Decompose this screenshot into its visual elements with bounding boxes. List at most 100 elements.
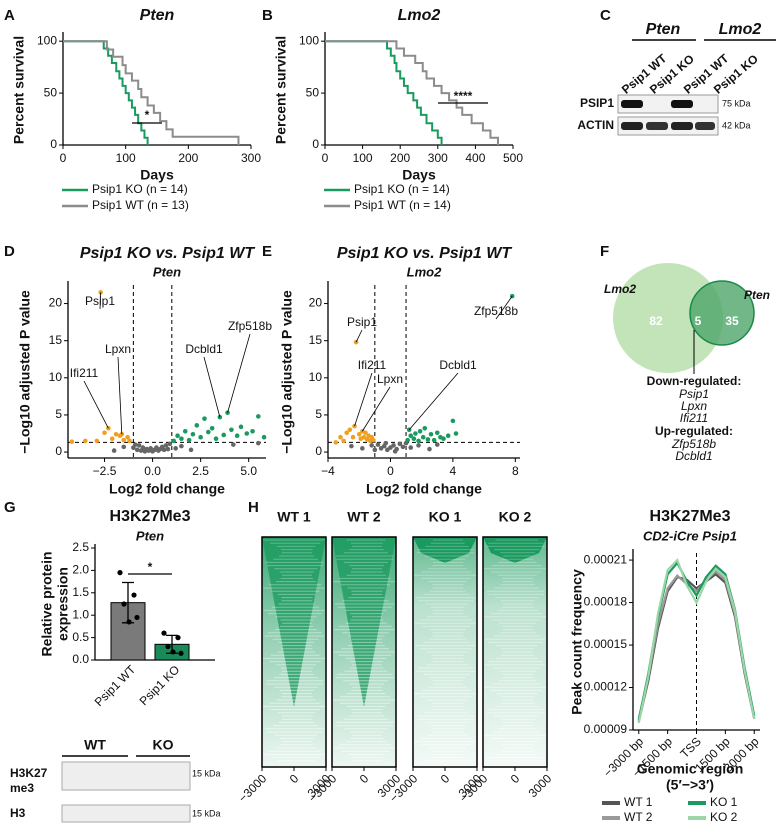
x-axis-label: Genomic region [637, 761, 744, 777]
point [221, 432, 227, 438]
point [163, 443, 169, 448]
venn-count: 5 [695, 314, 702, 328]
x-tick-label: −2.5 [93, 464, 117, 478]
blot-f: WT KO H3K27 me3 H3 15 kDa 15 kDa [10, 737, 221, 823]
y-axis-label: −Log10 adjusted P value [17, 290, 33, 454]
point [434, 430, 440, 436]
blot-group: WT [84, 737, 106, 753]
y-tick-label: 0 [50, 137, 57, 151]
y-tick-label: 0.5 [72, 630, 89, 644]
y-axis-label: Peak count frequency [569, 569, 585, 715]
gene-label: Ifi211 [70, 366, 99, 380]
gene-label: Dcbld1 [185, 342, 223, 356]
panel-letter: H [248, 499, 259, 516]
y-tick-label: 10 [309, 370, 323, 384]
heatmap-tick-label: 3000 [526, 771, 555, 800]
y-tick-label: 15 [309, 333, 323, 347]
x-tick-label: 500 [503, 151, 523, 165]
band [621, 122, 643, 130]
chart-subtitle: Pten [136, 528, 164, 543]
x-tick-label: 5.0 [240, 464, 257, 478]
point [69, 439, 75, 444]
heatmap-label: WT 1 [277, 509, 311, 525]
x-tick-label: 2.5 [192, 464, 209, 478]
y-tick-label: 20 [309, 296, 323, 310]
x-tick-label: 100 [353, 151, 373, 165]
band [671, 122, 693, 130]
point [400, 444, 406, 450]
point [413, 431, 418, 436]
leader-line [83, 380, 109, 429]
band [621, 100, 643, 108]
y-tick-label: 0.00009 [584, 722, 628, 736]
point [416, 443, 421, 448]
blot-strip [617, 94, 719, 114]
x-tick-label: 300 [241, 151, 261, 165]
x-tick-label: 300 [428, 151, 448, 165]
legend-label: Psip1 KO (n = 14) [92, 182, 188, 196]
heatmap-tick-label: 0 [438, 771, 453, 786]
x-tick-label: 200 [178, 151, 198, 165]
x-tick-label: Psip1 WT [92, 662, 139, 709]
venn-gene: Ifi211 [680, 411, 708, 425]
chart-subtitle: Lmo2 [407, 264, 442, 279]
y-tick-label: 0.00015 [584, 637, 628, 651]
series-line [63, 40, 240, 145]
point [427, 446, 432, 452]
blot-strip [61, 804, 191, 823]
series-line [63, 40, 149, 145]
point [408, 433, 414, 439]
blot-group: KO [153, 737, 174, 753]
y-tick-label: 0.00021 [584, 552, 628, 566]
heatmap-tick-label: 0 [287, 771, 302, 786]
chart-title: H3K27Me3 [110, 508, 191, 525]
chart-title: Psip1 KO vs. Psip1 WT [80, 245, 256, 262]
leader-line [362, 386, 391, 432]
point [165, 643, 171, 650]
blot-group: Lmo2 [719, 21, 762, 38]
x-tick-label: 100 [116, 151, 136, 165]
x-axis-label: (5′−>3′) [666, 777, 714, 793]
venn-gene: Zfp518b [671, 437, 716, 451]
leader-line [495, 295, 513, 320]
point [417, 428, 423, 434]
point [198, 434, 203, 440]
venn-set-label: Lmo2 [604, 282, 636, 296]
blot-row: me3 [10, 781, 34, 795]
chart: Lmo2 0 50 100 0 100 200 300 400 500 Days Percent su… [273, 7, 524, 212]
chart-subtitle: Pten [153, 264, 181, 279]
point [420, 434, 426, 440]
blot-size: 42 kDa [722, 120, 751, 130]
series-line [325, 40, 443, 145]
point [375, 442, 381, 447]
point [434, 442, 440, 447]
point [428, 431, 434, 437]
x-axis-label: Log2 fold change [366, 481, 482, 497]
point [350, 434, 356, 440]
point [333, 440, 339, 445]
chart-title: Lmo2 [398, 7, 441, 24]
blot-c: Pten Lmo2 Psip1 WT Psip1 KO Psip1 WT Psi… [577, 21, 776, 136]
y-axis-label: Percent survival [273, 36, 289, 144]
heatmap-core [332, 537, 396, 707]
y-axis-label: expression [55, 567, 71, 641]
point [370, 437, 376, 443]
x-tick-label: 200 [390, 151, 410, 165]
y-tick-label: 5 [55, 407, 62, 421]
panel-letter: B [262, 7, 273, 24]
x-axis-label: Log2 fold change [109, 481, 225, 497]
y-tick-label: 100 [37, 33, 57, 47]
point [167, 441, 173, 447]
y-tick-label: 0 [315, 444, 322, 458]
point [369, 443, 375, 448]
point [405, 437, 410, 443]
blot-row: ACTIN [577, 118, 614, 132]
point [121, 437, 127, 443]
heatmap-label: WT 2 [347, 509, 381, 525]
legend-label: KO 1 [710, 795, 738, 809]
y-tick-label: 50 [306, 85, 320, 99]
point [202, 416, 207, 421]
point [352, 423, 357, 429]
x-tick-label: 0 [322, 151, 329, 165]
gene-label: Psip1 [347, 315, 377, 329]
